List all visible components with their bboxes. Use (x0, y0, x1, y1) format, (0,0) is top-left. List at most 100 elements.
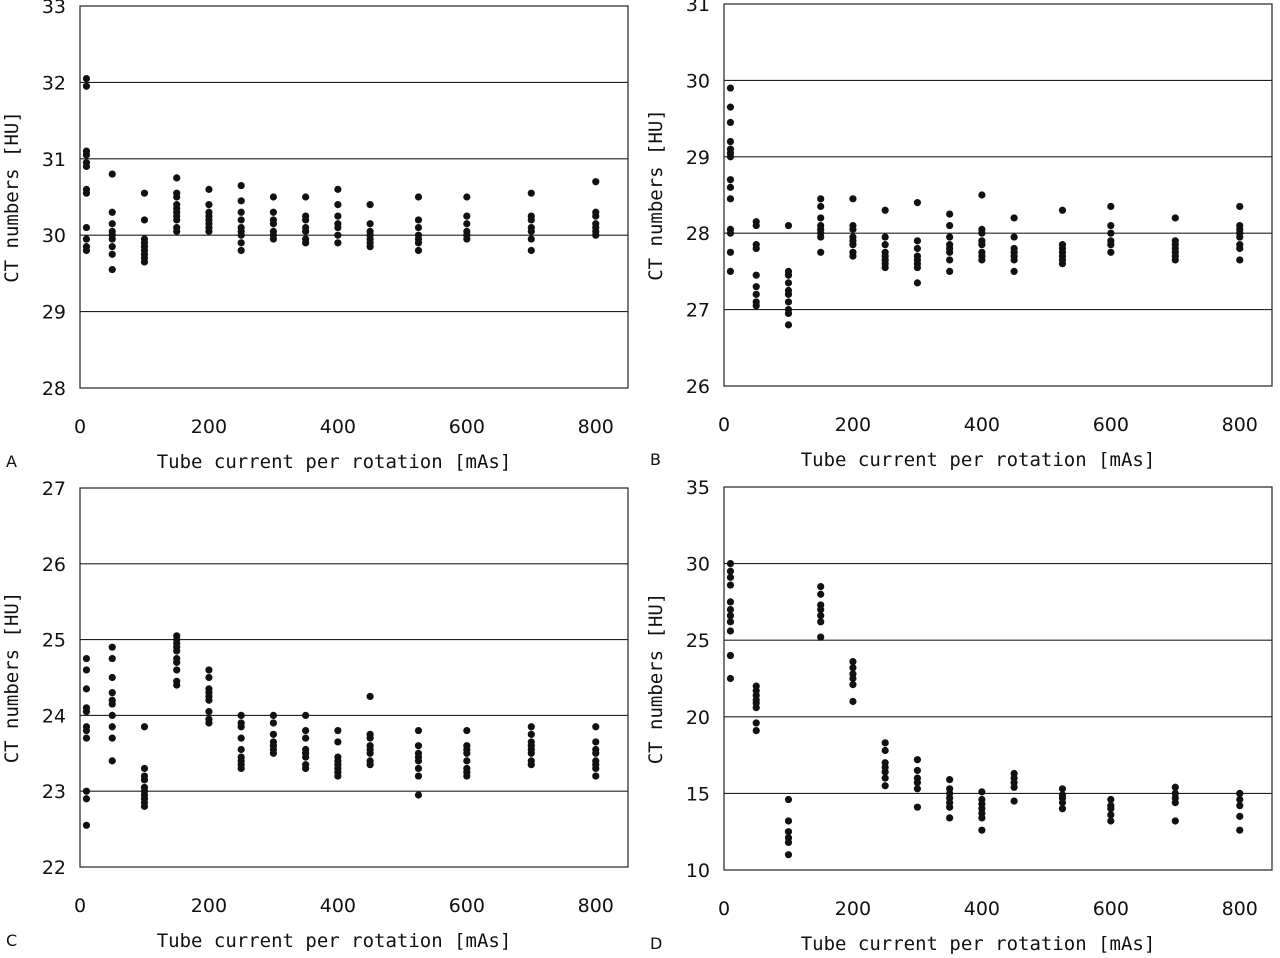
data-point (726, 573, 735, 581)
data-point (726, 581, 735, 589)
x-tick-label: 0 (718, 414, 730, 436)
data-point (726, 195, 735, 203)
data-point (1236, 233, 1244, 241)
data-point (527, 235, 535, 243)
data-point (849, 664, 857, 672)
data-point (946, 267, 954, 275)
data-point (205, 227, 213, 235)
data-point (1010, 783, 1018, 791)
data-point (1058, 260, 1067, 268)
panel-b: 26 27 28 29 30 31 0 200 400 600 800 Tube current pe… (645, 0, 1273, 471)
x-tick-label: 600 (449, 895, 485, 917)
data-point (1107, 229, 1115, 237)
data-point (269, 730, 278, 738)
data-point (913, 803, 922, 811)
y-tick-label: 23 (42, 781, 66, 803)
data-point (108, 700, 116, 708)
data-point (414, 772, 423, 780)
x-tick-label: 600 (449, 416, 485, 438)
data-point (302, 239, 310, 247)
data-point (946, 248, 954, 256)
data-point (784, 321, 793, 329)
data-point (302, 193, 310, 201)
data-point (82, 223, 91, 232)
data-point (1010, 267, 1018, 275)
data-point (205, 719, 213, 727)
data-point (302, 227, 310, 235)
data-point (414, 216, 423, 224)
data-point (237, 231, 245, 239)
data-point (334, 212, 342, 220)
data-point (817, 582, 825, 591)
data-point (82, 666, 91, 674)
y-tick-label: 30 (42, 225, 66, 247)
data-point (913, 199, 922, 207)
y-tick-label: 35 (686, 477, 710, 499)
data-point (205, 708, 213, 716)
x-tick-label: 0 (718, 898, 730, 920)
data-point (1236, 795, 1244, 804)
data-point (817, 248, 825, 256)
data-point (82, 151, 91, 159)
data-point (527, 749, 535, 757)
y-tick-label: 30 (686, 554, 710, 576)
data-point (913, 756, 922, 764)
y-tick-label: 26 (42, 554, 66, 576)
data-point (237, 711, 245, 720)
data-point (140, 216, 149, 224)
data-point (140, 776, 149, 784)
data-point (978, 241, 986, 249)
data-point (849, 252, 857, 260)
data-point (817, 633, 825, 641)
data-point (592, 212, 600, 220)
y-tick-label: 24 (42, 705, 66, 727)
data-point (108, 734, 116, 742)
x-tick-label: 800 (1222, 898, 1258, 920)
y-axis-label: CT numbers [HU] (645, 109, 667, 281)
data-point (366, 201, 374, 209)
data-point (82, 708, 91, 716)
data-point (978, 191, 986, 199)
data-point (881, 263, 889, 272)
data-point (463, 749, 471, 757)
data-point (527, 723, 535, 731)
data-point (726, 118, 735, 127)
data-point (726, 567, 735, 575)
x-tick-label: 600 (1093, 898, 1129, 920)
data-point (463, 193, 471, 201)
data-point (1010, 233, 1018, 241)
data-point (946, 803, 954, 811)
data-point (205, 673, 213, 682)
data-point (1236, 802, 1244, 810)
data-point (726, 137, 735, 146)
x-axis-label: Tube current per rotation [mAs] (801, 449, 1156, 471)
x-tick-label: 200 (835, 898, 871, 920)
x-axis-label: Tube current per rotation [mAs] (157, 451, 512, 473)
data-point (946, 814, 954, 822)
panel-letter: A (6, 452, 17, 471)
x-tick-label: 0 (74, 895, 86, 917)
data-point (82, 189, 91, 197)
data-point (726, 267, 735, 275)
data-point (82, 787, 91, 795)
data-point (108, 757, 116, 765)
data-point (752, 704, 760, 712)
data-point (173, 647, 181, 655)
data-point (881, 241, 889, 249)
data-point (237, 734, 245, 742)
y-tick-label: 15 (686, 783, 710, 805)
data-point (302, 216, 310, 224)
data-point (1236, 789, 1244, 798)
data-point (140, 764, 149, 773)
data-point (366, 749, 374, 757)
data-point (140, 189, 149, 197)
data-point (463, 235, 471, 243)
data-point (1171, 817, 1179, 825)
y-tick-label: 31 (686, 0, 710, 16)
data-point (978, 256, 986, 264)
data-point (237, 181, 245, 190)
data-point (414, 223, 423, 232)
data-point (108, 689, 116, 697)
data-point (82, 734, 91, 742)
